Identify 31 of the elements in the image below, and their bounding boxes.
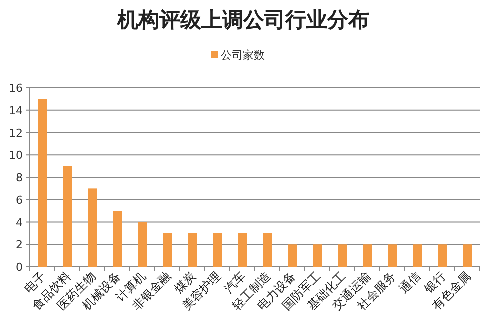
bar: [38, 99, 47, 267]
bar: [113, 211, 122, 267]
y-tick-label: 10: [9, 149, 23, 162]
bar: [163, 233, 172, 267]
bar: [288, 244, 297, 267]
bar: [213, 233, 222, 267]
bar: [63, 166, 72, 267]
y-tick-label: 2: [16, 238, 23, 252]
bar: [138, 222, 147, 267]
y-tick-label: 4: [16, 216, 23, 230]
y-tick-label: 8: [16, 172, 23, 184]
bar: [238, 233, 247, 267]
bar: [438, 244, 447, 267]
bar: [338, 244, 347, 267]
y-tick-label: 14: [9, 104, 23, 118]
bar: [363, 244, 372, 267]
bar: [88, 188, 97, 267]
bar: [413, 244, 422, 267]
bar: [463, 244, 472, 267]
chart-title: 机构评级上调公司行业分布: [116, 8, 370, 32]
x-tick-label: 通信: [396, 269, 424, 296]
bar: [263, 233, 272, 267]
y-tick-label: 16: [9, 82, 23, 95]
legend: 公司家数: [211, 49, 265, 62]
y-tick-label: 6: [16, 194, 23, 207]
bar: [188, 233, 197, 267]
y-tick-label: 12: [9, 126, 23, 140]
bar: [313, 244, 322, 267]
y-tick-label: 0: [16, 261, 23, 274]
bar: [388, 244, 397, 267]
legend-label: 公司家数: [221, 49, 265, 62]
